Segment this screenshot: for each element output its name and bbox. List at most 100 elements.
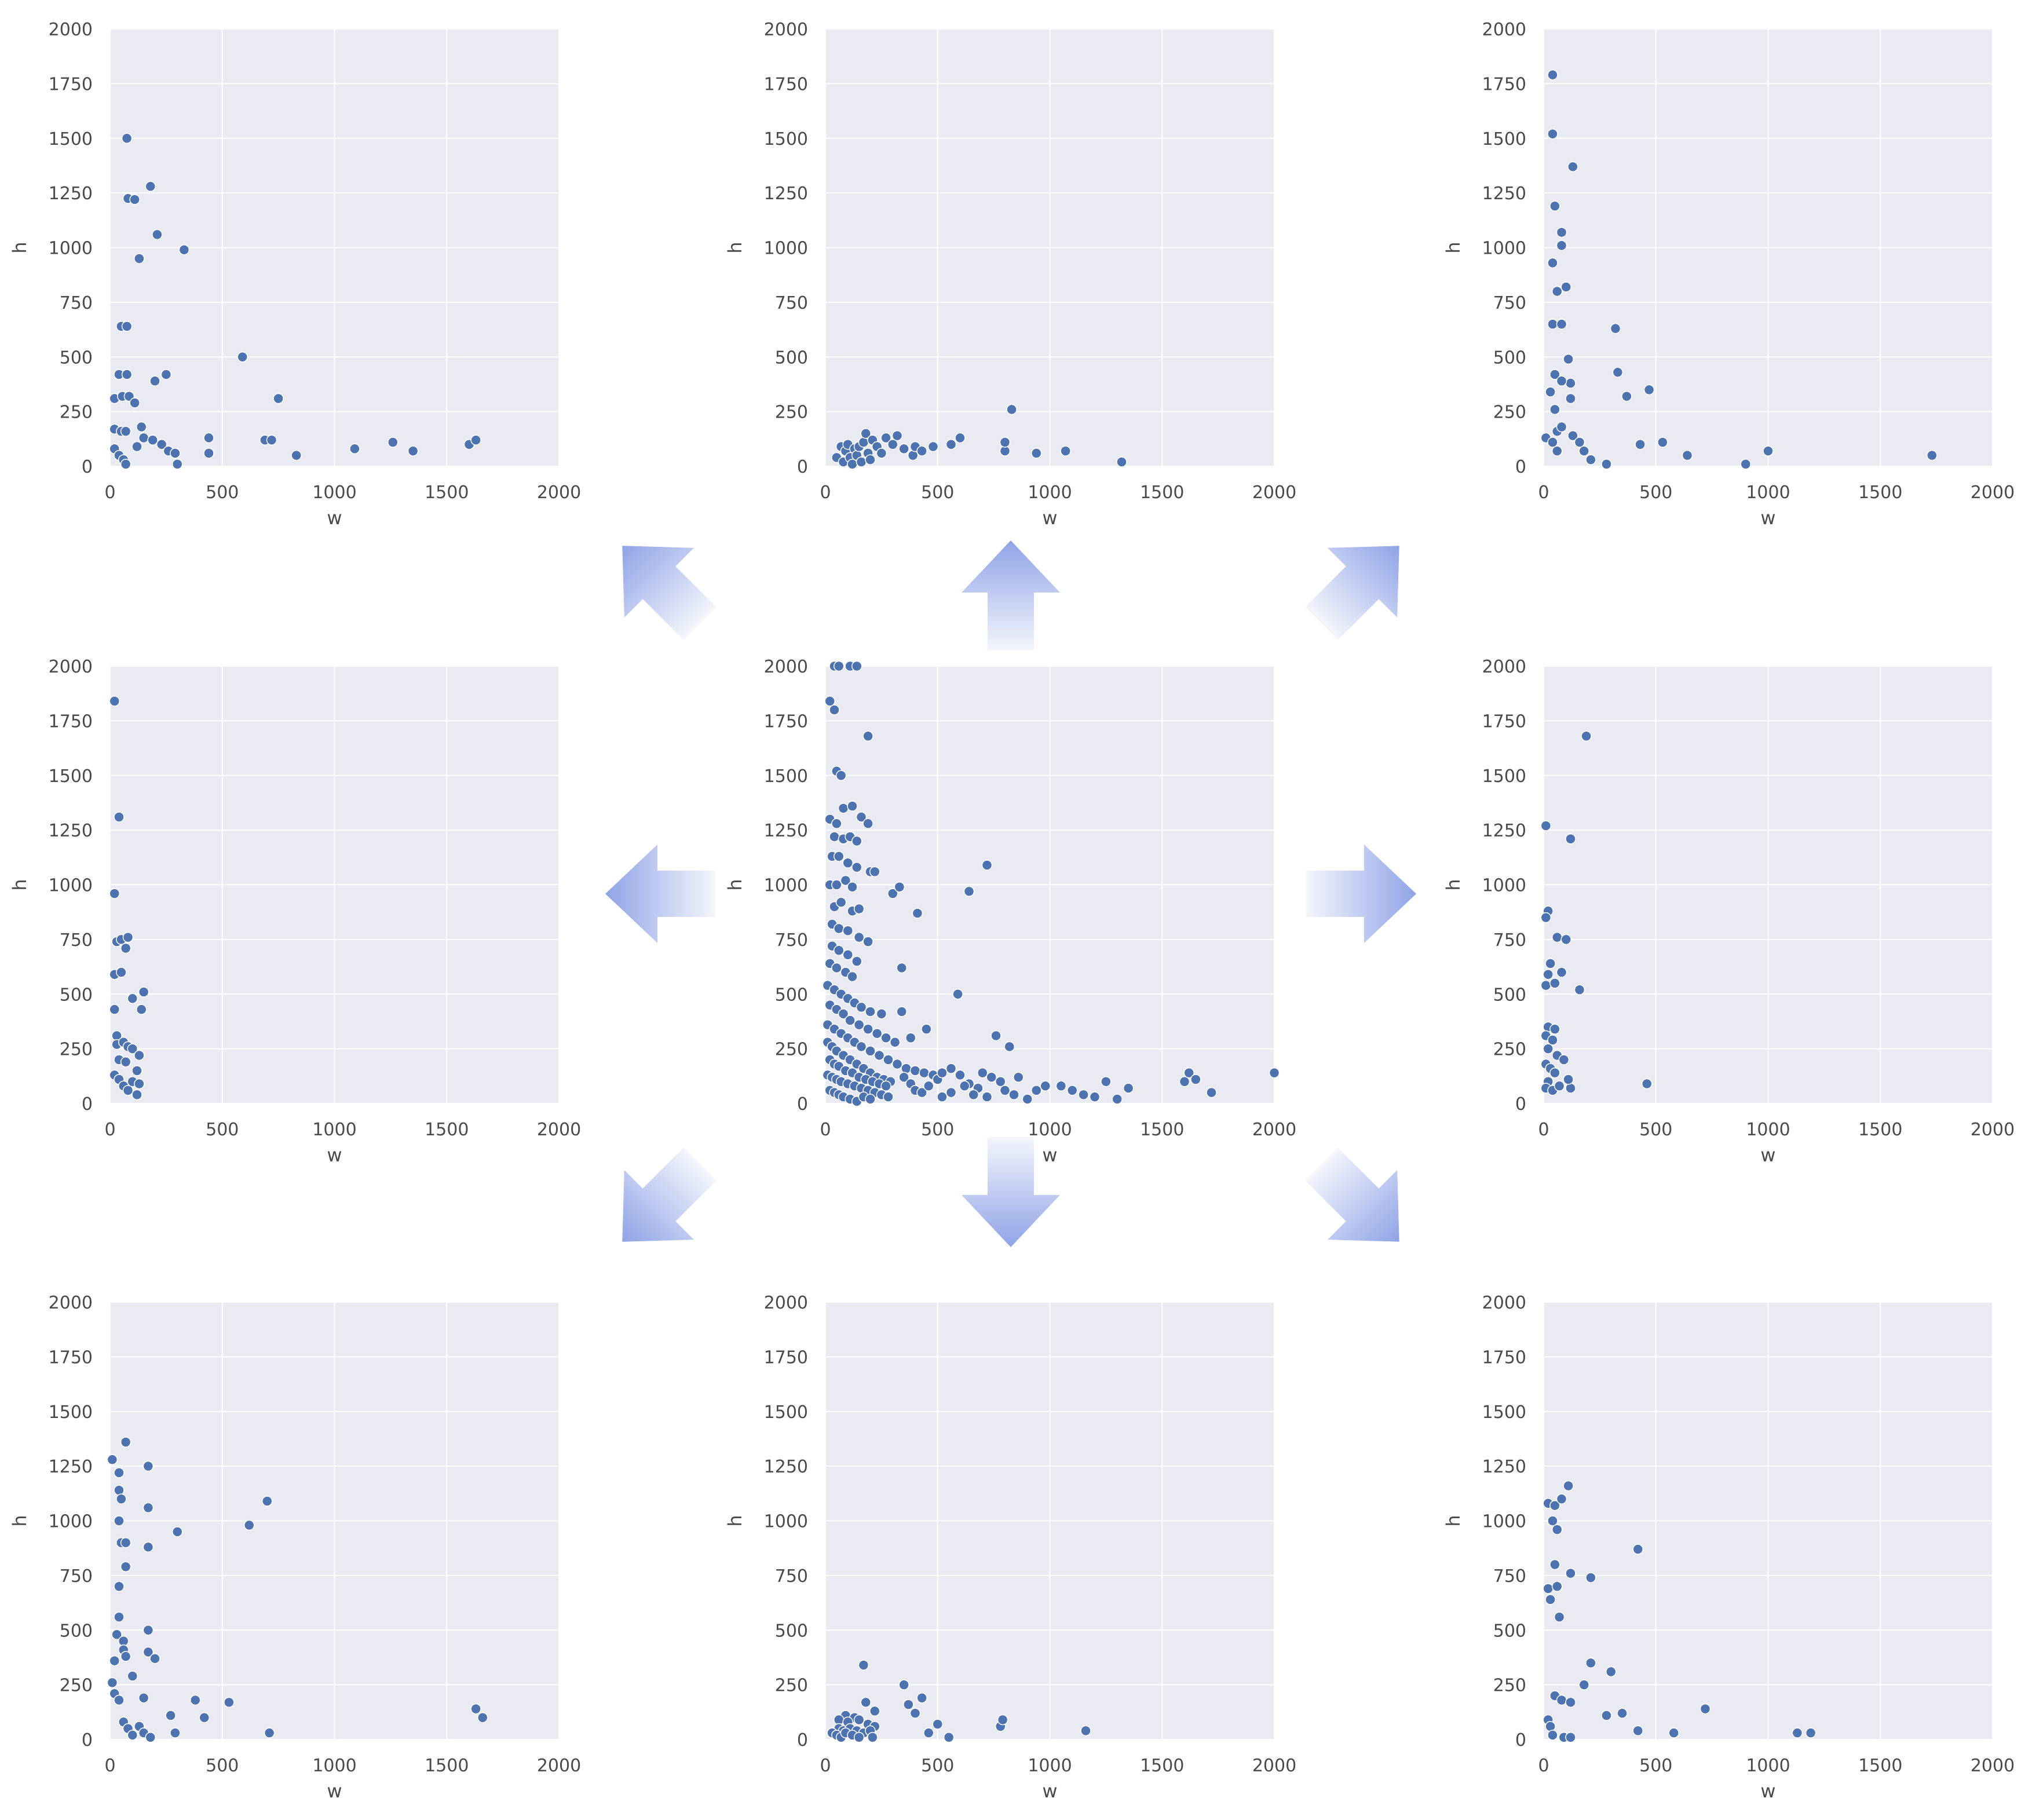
data-point [1549,1067,1560,1079]
data-point [1556,421,1567,433]
data-point [916,1087,927,1098]
data-point [224,1697,235,1708]
data-point [109,696,120,707]
y-tick-label: 1000 [49,239,93,259]
data-point [862,818,873,829]
data-point [109,1655,120,1666]
data-point [142,1541,154,1553]
data-point [172,1526,183,1537]
data-point [266,434,277,445]
data-point [1927,449,1938,461]
data-point [1190,1074,1201,1085]
data-point [831,879,842,890]
y-tick-label: 2000 [49,20,93,40]
data-point [1031,448,1042,459]
data-point [997,1714,1008,1726]
data-point [889,1037,901,1048]
data-point [127,1671,138,1682]
data-point [1055,1080,1067,1092]
data-point [1547,319,1558,330]
data-point [842,925,853,937]
x-axis-label: w [1042,507,1057,529]
data-point [952,989,963,1000]
data-point [120,1537,131,1548]
x-axis-label: w [1042,1144,1057,1166]
scatter-panel-top-right: 0 500 1000 1500 2000 0 250 500 750 1000 1250 1500 17… [1442,20,2015,529]
data-point [1699,1703,1711,1715]
data-point [1558,1054,1570,1065]
data-point [114,1611,125,1622]
data-point [853,903,865,915]
data-point [114,1694,125,1706]
data-point [1632,1725,1643,1737]
data-point [937,1067,948,1079]
y-tick-label: 250 [1493,1040,1526,1060]
data-point [912,908,923,919]
data-point [1547,257,1558,269]
data-point [860,428,871,439]
data-point [273,393,284,404]
data-point [901,1063,912,1074]
data-point [1067,1085,1078,1096]
data-point [1545,386,1556,397]
data-point [835,897,847,908]
data-point [1549,200,1560,212]
data-point [919,1067,930,1079]
x-tick-label: 500 [921,483,954,503]
data-point [1542,1583,1554,1594]
data-point [824,696,835,707]
y-tick-label: 1500 [49,129,93,149]
x-tick-label: 0 [820,1120,831,1140]
data-point [945,1063,957,1074]
data-point [1565,1731,1576,1743]
y-tick-label: 250 [775,1040,808,1060]
data-point [114,1485,125,1496]
data-point [121,369,133,380]
data-point [116,1493,127,1504]
data-point [120,1057,131,1068]
data-point [1632,1544,1643,1555]
data-point [840,875,851,886]
data-point [880,1080,891,1092]
data-point [1606,1666,1617,1678]
x-tick-label: 500 [921,1120,954,1140]
y-axis-label: h [724,879,746,890]
y-tick-label: 750 [1493,1566,1526,1587]
data-point [129,194,140,205]
y-tick-label: 1250 [1482,1457,1526,1477]
data-point [862,730,873,742]
scatter-panels: 0 500 1000 1500 2000 0 250 500 750 1000 1250 1500 17… [9,20,2015,1802]
arrow-down-left-icon [622,1147,717,1242]
data-point [887,888,898,899]
data-point [131,1065,142,1076]
data-point [156,439,167,450]
x-tick-label: 0 [104,1756,115,1776]
y-tick-label: 500 [1493,985,1526,1005]
data-point [1540,820,1552,831]
data-point [470,1703,481,1715]
y-tick-label: 250 [60,1040,93,1060]
y-tick-label: 750 [60,293,93,313]
data-point [134,1078,145,1090]
data-point [388,437,399,448]
data-point [1542,1043,1554,1054]
data-point [834,945,845,956]
y-tick-label: 500 [60,348,93,368]
data-point [995,1076,1006,1087]
data-point [1552,1581,1563,1592]
data-point [955,432,966,444]
data-point [264,1727,275,1738]
data-point [291,449,302,461]
data-point [945,439,957,450]
y-tick-label: 0 [797,1730,808,1750]
data-point [1556,240,1567,251]
data-point [138,1693,149,1704]
data-point [1578,445,1589,456]
arrow-up-icon [962,540,1060,650]
data-point [1601,1710,1612,1721]
y-tick-label: 1500 [1482,766,1526,787]
data-point [829,831,840,842]
data-point [847,882,858,893]
data-point [1668,1727,1679,1738]
data-point [856,1041,867,1052]
